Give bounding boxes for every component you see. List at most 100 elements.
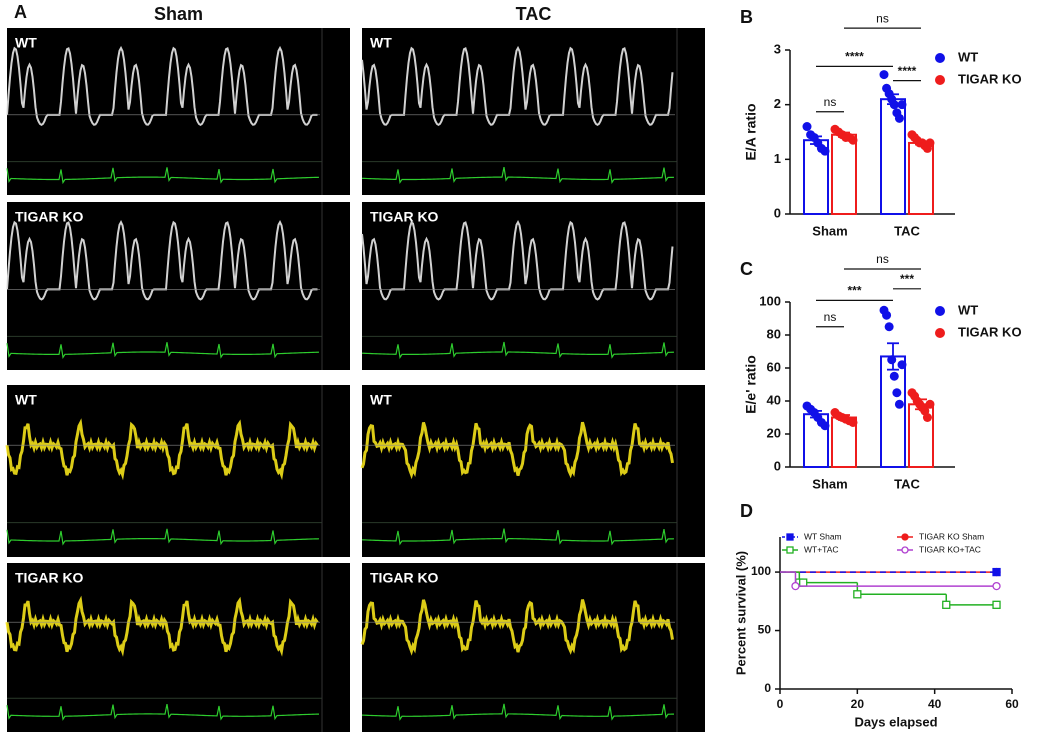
censor-marker: [799, 578, 808, 587]
legend-label: TIGAR KO Sham: [919, 531, 984, 541]
ecg-trace: [361, 528, 675, 546]
legend-marker: [935, 75, 945, 85]
significance-label: ns: [824, 95, 837, 109]
image-label: WT: [15, 392, 37, 408]
significance-label: ***: [900, 272, 914, 286]
data-point: [879, 70, 889, 80]
data-point: [889, 371, 899, 381]
image-label: WT: [370, 392, 392, 408]
echo-image: [362, 28, 705, 195]
legend-marker: [786, 533, 794, 541]
ecg-trace: [361, 166, 675, 185]
ecg-trace: [6, 167, 320, 185]
y-tick-label: 60: [767, 359, 781, 374]
legend-label: TIGAR KO: [958, 71, 1022, 86]
y-tick-label: 80: [767, 326, 781, 341]
y-tick-label: 0: [774, 458, 781, 473]
data-point: [820, 146, 830, 156]
bar: [831, 133, 857, 216]
data-point: [925, 399, 935, 409]
data-point: [820, 421, 830, 431]
echo-image: [7, 385, 350, 557]
y-axis-title: E/A ratio: [743, 103, 759, 160]
doppler-trace: [360, 599, 674, 656]
y-tick-label: 1: [774, 151, 781, 166]
data-point: [892, 388, 902, 398]
y-tick-label: 2: [774, 96, 781, 111]
echo-image: [7, 28, 350, 195]
y-tick-label: 40: [767, 392, 781, 407]
y-tick-label: 0: [764, 681, 771, 695]
ecg-trace: [6, 528, 320, 546]
panel-label: C: [740, 259, 753, 279]
ecg-trace: [6, 704, 320, 721]
image-label: WT: [370, 35, 392, 51]
legend-marker: [935, 328, 945, 338]
data-point: [894, 399, 904, 409]
x-tick-label: Sham: [812, 223, 847, 238]
y-axis-title: Percent survival (%): [733, 551, 748, 675]
column-title: Sham: [154, 4, 203, 24]
echo-image: [362, 202, 705, 370]
data-point: [897, 360, 907, 370]
x-tick-label: 0: [777, 697, 784, 711]
legend-marker: [935, 53, 945, 63]
censor-marker: [992, 567, 1001, 577]
legend-label: TIGAR KO: [958, 324, 1022, 339]
panel-label: A: [14, 2, 27, 22]
x-tick-label: 60: [1005, 697, 1019, 711]
y-tick-label: 0: [774, 205, 781, 220]
data-point: [802, 122, 812, 132]
ecg-trace: [361, 341, 675, 359]
censor-marker: [992, 600, 1001, 609]
significance-label: ****: [845, 50, 864, 64]
y-axis-title: E/e' ratio: [743, 355, 759, 414]
significance-label: ***: [847, 284, 861, 298]
echo-image: [362, 385, 705, 557]
image-label: TIGAR KO: [15, 209, 84, 225]
ecg-trace: [361, 703, 675, 721]
column-title: TAC: [516, 4, 552, 24]
data-point: [848, 135, 858, 145]
x-axis-title: Days elapsed: [854, 714, 937, 729]
echo-image: [7, 563, 350, 732]
data-point: [882, 310, 892, 320]
x-tick-label: 20: [851, 697, 865, 711]
echo-image: [362, 563, 705, 732]
y-tick-label: 50: [758, 623, 772, 637]
legend-label: WT+TAC: [804, 544, 839, 554]
data-point: [925, 138, 935, 148]
doppler-trace: [361, 45, 674, 127]
image-label: WT: [15, 35, 37, 51]
panel-label: B: [740, 7, 753, 27]
y-tick-label: 3: [774, 41, 781, 56]
x-tick-label: 40: [928, 697, 942, 711]
legend-marker: [901, 533, 909, 541]
panel-label: D: [740, 501, 753, 521]
x-tick-label: TAC: [894, 223, 920, 238]
image-label: TIGAR KO: [370, 570, 439, 586]
ecg-trace: [6, 342, 320, 359]
data-point: [887, 355, 897, 365]
doppler-trace: [361, 219, 674, 301]
censor-marker: [942, 600, 951, 609]
y-tick-label: 100: [751, 564, 771, 578]
data-point: [922, 413, 932, 422]
significance-label: ns: [876, 252, 889, 266]
data-point: [897, 100, 907, 110]
legend-label: TIGAR KO+TAC: [919, 544, 981, 554]
image-label: TIGAR KO: [15, 570, 84, 586]
data-point: [894, 113, 904, 123]
significance-label: ns: [824, 310, 837, 324]
legend-label: WT Sham: [804, 531, 842, 541]
data-point: [884, 322, 894, 332]
y-tick-label: 100: [759, 293, 781, 308]
significance-label: ****: [898, 64, 917, 78]
legend-label: WT: [958, 49, 978, 64]
censor-marker: [992, 581, 1001, 591]
censor-marker: [791, 581, 800, 591]
legend-marker: [935, 306, 945, 316]
image-label: TIGAR KO: [370, 209, 439, 225]
y-tick-label: 20: [767, 425, 781, 440]
